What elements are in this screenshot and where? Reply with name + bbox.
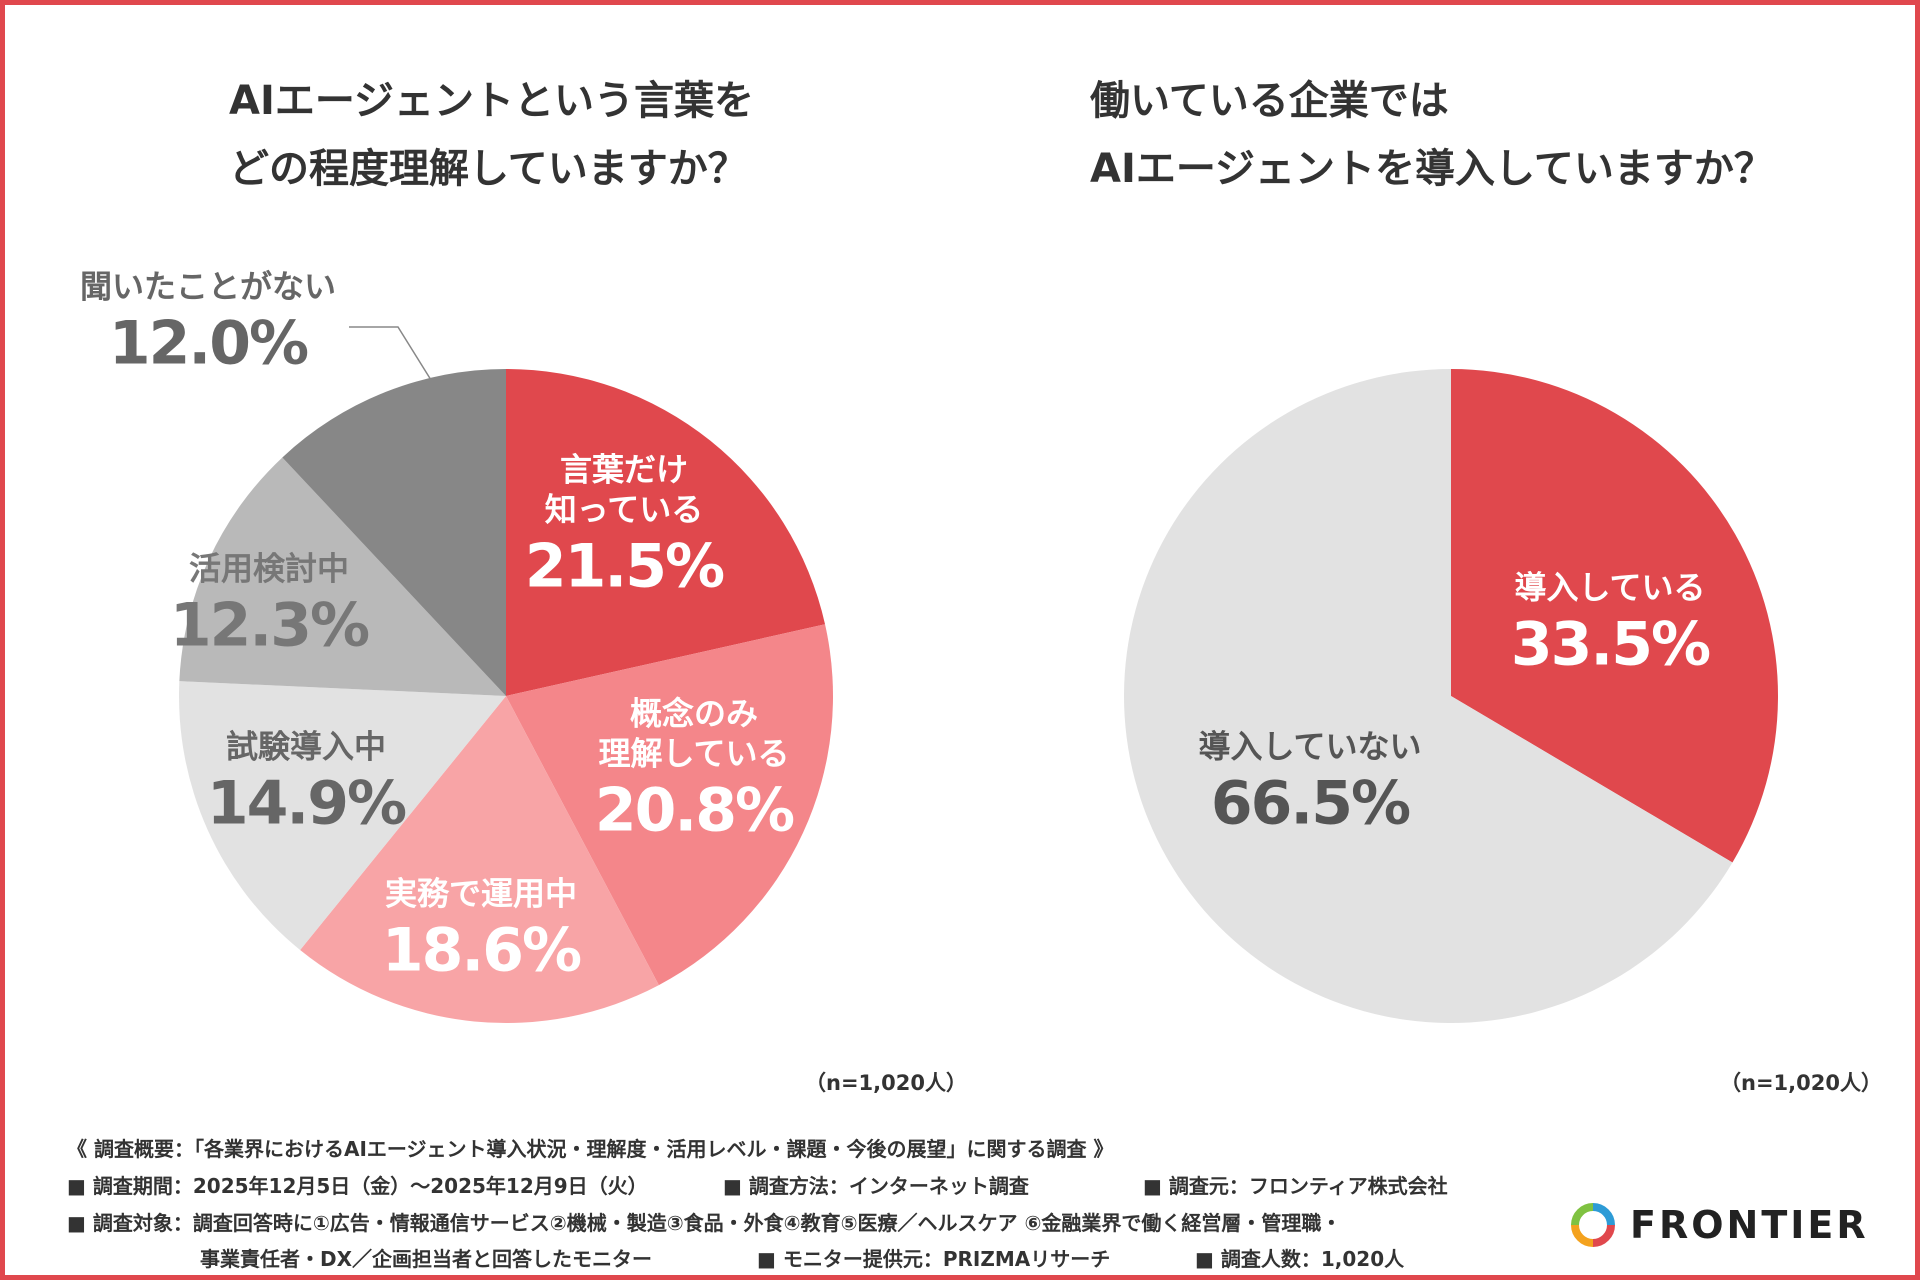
value-label: 20.8%	[594, 775, 795, 846]
slice-label: 概念のみ 理解している 20.8%	[594, 694, 795, 849]
logo-mark	[1592, 1224, 1615, 1247]
chart-title: 働いている企業では AIエージェントを導入していますか？	[1090, 78, 1774, 192]
footer-text: ■ 調査方法：インターネット調査	[723, 1174, 1029, 1198]
footer-text: 事業責任者・DX／企画担当者と回答したモニター	[200, 1247, 653, 1271]
slice-label: 試験導入中 14.9%	[206, 727, 407, 842]
logo-mark	[1571, 1224, 1594, 1247]
pie-slice	[282, 369, 506, 696]
sample-note: （n=1,020人）	[1720, 1071, 1882, 1095]
value-label: 14.9%	[206, 768, 407, 839]
value-label: 21.5%	[524, 531, 725, 602]
footer-text: ■ モニター提供元：PRIZMAリサーチ	[757, 1247, 1111, 1271]
slice-label: 導入していない 66.5%	[1198, 727, 1421, 842]
footer-text: ■ 調査元：フロンティア株式会社	[1143, 1174, 1448, 1198]
value-label: 66.5%	[1210, 768, 1411, 839]
category-label: 活用検討中	[188, 549, 349, 588]
footer-text: 《 調査概要：「各業界におけるAIエージェント導入状況・理解度・活用レベル・課題…	[67, 1137, 1114, 1161]
value-label: 12.3%	[169, 590, 370, 661]
logo-mark	[1571, 1203, 1594, 1226]
footer-text: ■ 調査期間：2025年12月5日（金）〜2025年12月9日（火）	[67, 1174, 648, 1198]
logo-text: FRONTIER	[1630, 1203, 1869, 1247]
category-label: 試験導入中	[225, 727, 386, 766]
category-label: 言葉だけ 知っている	[544, 450, 704, 529]
footer-text: ■ 調査対象：調査回答時に①広告・情報通信サービス②機械・製造③食品・外食④教育…	[67, 1211, 1342, 1235]
logo-mark	[1592, 1203, 1615, 1226]
leader-line	[349, 326, 432, 381]
sample-note: （n=1,020人）	[805, 1071, 967, 1095]
chart-title: AIエージェントという言葉を どの程度理解していますか？	[229, 78, 755, 192]
pie-slice	[179, 457, 506, 696]
charts	[179, 326, 1779, 1247]
pie-slice	[179, 681, 506, 951]
pie-slice	[506, 624, 833, 986]
pie-slice	[506, 369, 826, 696]
footer-text: ■ 調査人数：1,020人	[1195, 1247, 1405, 1271]
category-label: 実務で運用中	[384, 874, 577, 913]
pie-slice	[300, 696, 659, 1023]
category-label: 聞いたことがない	[79, 267, 337, 306]
category-label: 導入している	[1514, 568, 1706, 607]
value-label: 12.0%	[108, 308, 309, 379]
category-label: 概念のみ 理解している	[598, 694, 790, 773]
slice-label: 実務で運用中 18.6%	[381, 874, 582, 989]
slice-label: 言葉だけ 知っている 21.5%	[524, 450, 725, 605]
category-label: 導入していない	[1198, 727, 1422, 766]
slice-label: 活用検討中 12.3%	[169, 549, 370, 664]
slice-label: 聞いたことがない 12.0%	[80, 267, 336, 382]
value-label: 18.6%	[381, 915, 582, 986]
slice-label: 導入している 33.5%	[1510, 568, 1711, 683]
value-label: 33.5%	[1510, 609, 1711, 680]
pie-slice	[1451, 369, 1779, 863]
pie-slice	[1124, 369, 1733, 1023]
